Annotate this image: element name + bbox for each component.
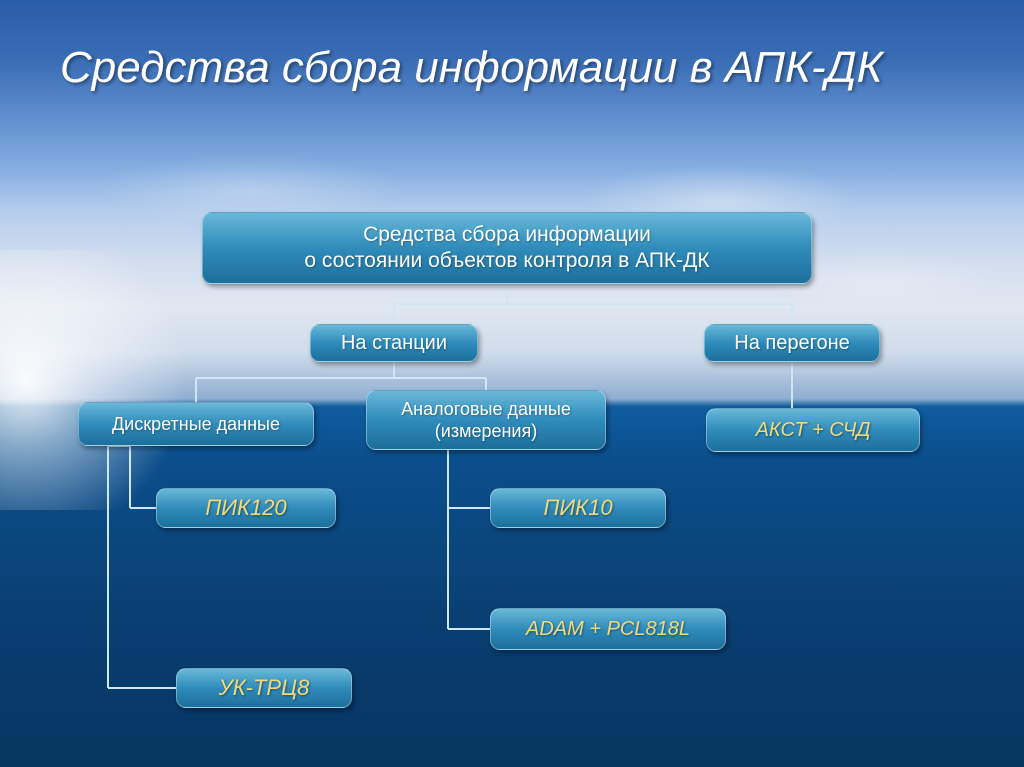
slide-title: Средства сбора информации в АПК-ДК <box>60 42 960 95</box>
node-root: Средства сбора информациио состоянии объ… <box>202 212 812 284</box>
node-discrete: Дискретные данные <box>78 402 314 446</box>
node-adam: ADAM + PCL818L <box>490 608 726 650</box>
node-uktrc: УК-ТРЦ8 <box>176 668 352 708</box>
node-adam-label: ADAM + PCL818L <box>526 617 690 642</box>
node-station: На станции <box>310 324 478 362</box>
node-pik10: ПИК10 <box>490 488 666 528</box>
node-station-label: На станции <box>341 331 447 356</box>
background <box>0 0 1024 767</box>
node-pik120-label: ПИК120 <box>205 494 286 522</box>
node-pik120: ПИК120 <box>156 488 336 528</box>
node-akst-label: АКСТ + СЧД <box>756 418 871 443</box>
node-discrete-label: Дискретные данные <box>112 413 280 436</box>
node-root-label: Средства сбора информациио состоянии объ… <box>304 222 709 275</box>
node-span: На перегоне <box>704 324 880 362</box>
node-uktrc-label: УК-ТРЦ8 <box>219 674 310 702</box>
node-pik10-label: ПИК10 <box>543 494 612 522</box>
node-analog-label: Аналоговые данные(измерения) <box>401 398 571 443</box>
node-akst: АКСТ + СЧД <box>706 408 920 452</box>
node-analog: Аналоговые данные(измерения) <box>366 390 606 450</box>
node-span-label: На перегоне <box>734 331 849 356</box>
